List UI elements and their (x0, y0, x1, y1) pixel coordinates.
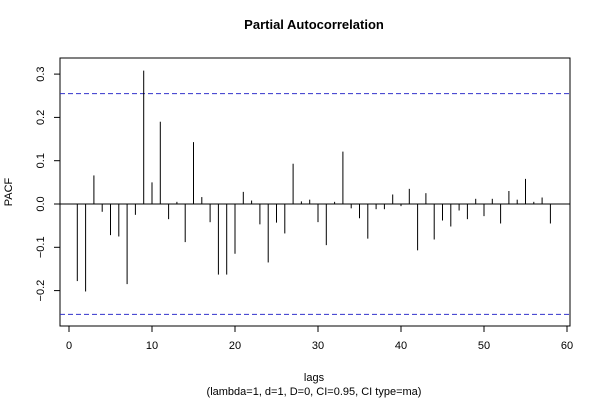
y-tick-label: −0.1 (35, 236, 47, 258)
y-axis-label: PACF (3, 177, 15, 206)
chart-title: Partial Autocorrelation (244, 17, 384, 32)
x-tick-label: 50 (478, 340, 490, 352)
y-tick-label: 0.3 (35, 66, 47, 81)
plot-frame (59, 57, 571, 327)
x-axis: 0 10 20 30 40 50 60 (66, 326, 573, 352)
y-tick-label: 0.2 (35, 110, 47, 125)
x-tick-label: 20 (229, 340, 241, 352)
confidence-bounds (60, 93, 570, 315)
x-tick-label: 40 (395, 340, 407, 352)
y-tick-label: −0.2 (35, 280, 47, 302)
x-tick-label: 30 (312, 340, 324, 352)
x-tick-label: 60 (561, 340, 573, 352)
y-axis: −0.2 −0.1 0.0 0.1 0.2 0.3 (35, 66, 60, 301)
y-tick-label: 0.1 (35, 153, 47, 168)
x-tick-label: 0 (66, 340, 72, 352)
pacf-bars (76, 70, 551, 292)
y-tick-label: 0.0 (35, 196, 47, 211)
x-axis-label: lags (304, 372, 325, 384)
chart-subtitle: (lambda=1, d=1, D=0, CI=0.95, CI type=ma… (207, 386, 422, 398)
x-tick-label: 10 (146, 340, 158, 352)
